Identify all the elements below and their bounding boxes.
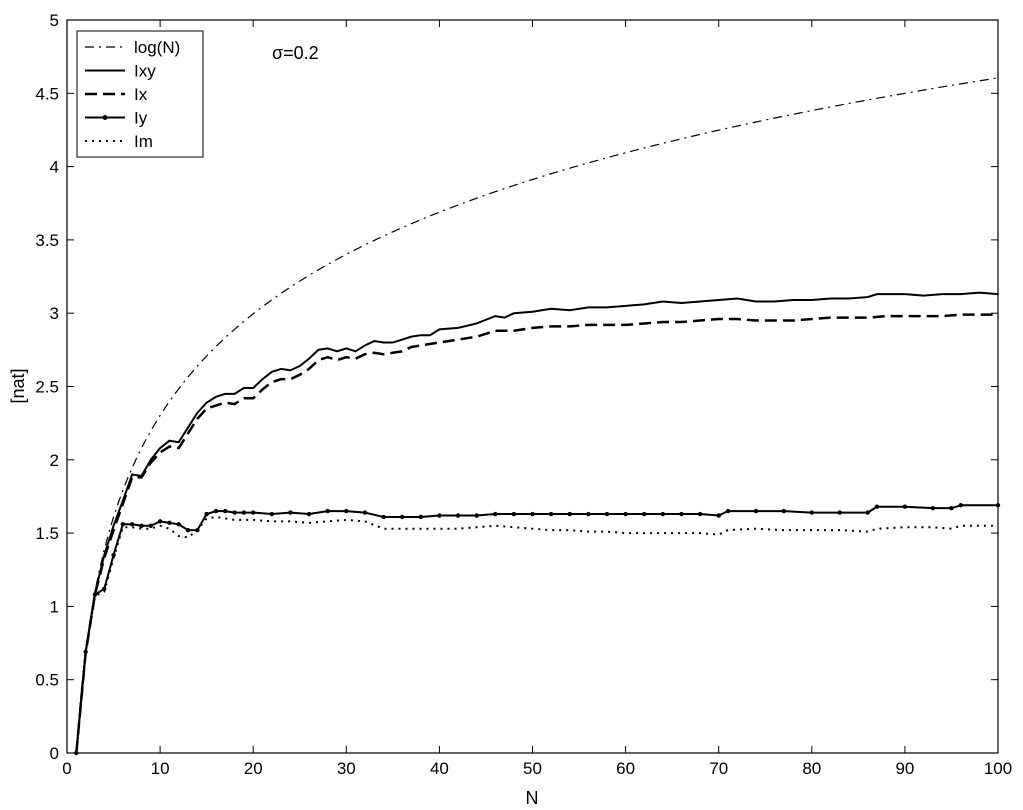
iy-marker [586, 511, 591, 517]
y-tick-label: 2.5 [35, 378, 59, 397]
iy-marker [111, 552, 116, 558]
series-line-ixy [75, 291, 999, 754]
iy-marker [837, 510, 842, 515]
x-tick-label: 60 [616, 759, 635, 778]
iy-marker [204, 511, 209, 517]
axis-tick-labels: 0 10 20 30 40 50 60 70 80 90 100 0 0.5 1 1.5 2 2.5 3 3.5 4 4… [35, 11, 1012, 778]
iy-marker [232, 510, 237, 515]
legend-label: Ix [134, 85, 148, 104]
iy-marker [83, 649, 88, 655]
y-tick-label: 4 [50, 158, 59, 177]
iy-marker [474, 513, 479, 518]
iy-marker [185, 527, 191, 533]
legend-items: log(N) Ixy Ix Iy Im [85, 38, 180, 151]
iy-marker [660, 511, 666, 517]
iy-marker [269, 511, 275, 517]
x-tick-label: 100 [984, 759, 1012, 778]
x-tick-label: 40 [430, 759, 449, 778]
x-tick-label: 50 [523, 759, 542, 778]
iy-marker [399, 514, 405, 520]
series-line-ix [75, 313, 998, 754]
iy-marker [251, 510, 256, 515]
iy-marker [213, 508, 219, 514]
legend-box [76, 30, 204, 158]
iy-marker [567, 511, 572, 517]
iy-marker [139, 523, 144, 528]
x-tick-label: 90 [895, 759, 914, 778]
iy-marker [548, 511, 554, 517]
x-tick-label: 0 [62, 759, 71, 778]
iy-marker [120, 522, 126, 527]
iy-marker [902, 504, 908, 509]
sigma-annotation: σ=0.2 [272, 43, 319, 63]
y-tick-label: 5 [50, 11, 59, 30]
iy-marker [604, 511, 610, 517]
legend-label: Iy [134, 109, 148, 128]
iy-marker [493, 511, 498, 517]
series-layer [74, 77, 1001, 756]
x-tick-label: 70 [709, 759, 728, 778]
iy-marker [930, 505, 936, 511]
x-axis-label: N [526, 788, 539, 808]
plot-frame [66, 19, 999, 754]
iy-marker [306, 511, 312, 517]
iy-marker [697, 511, 703, 517]
iy-marker [753, 508, 759, 514]
iy-marker [530, 511, 535, 517]
iy-marker [241, 510, 247, 515]
iy-marker [455, 513, 461, 518]
legend-label: Ixy [134, 62, 156, 81]
iy-marker [288, 510, 293, 515]
iy-marker [92, 592, 98, 597]
y-tick-label: 0 [50, 744, 59, 763]
iy-marker [437, 513, 442, 518]
series-line-im [75, 515, 998, 754]
series-line-log-n- [75, 77, 999, 754]
iy-marker [623, 511, 628, 517]
iy-marker [949, 505, 954, 511]
x-tick-label: 80 [802, 759, 821, 778]
iy-marker [874, 504, 880, 509]
iy-marker [809, 510, 814, 515]
iy-marker [725, 508, 731, 514]
x-tick-label: 30 [337, 759, 356, 778]
y-tick-label: 3 [50, 304, 59, 323]
iy-marker [176, 522, 181, 527]
iy-marker [167, 520, 172, 526]
iy-marker [679, 511, 684, 517]
iy-marker [148, 523, 153, 528]
iy-marker [129, 522, 135, 527]
iy-marker [157, 519, 163, 524]
iy-marker [865, 510, 870, 515]
y-tick-label: 3.5 [35, 231, 59, 250]
legend-label: log(N) [134, 38, 180, 57]
iy-marker [362, 510, 368, 515]
iy-marker [381, 514, 386, 520]
y-axis-label: [nat] [8, 368, 28, 403]
x-tick-label: 20 [244, 759, 263, 778]
iy-marker [511, 511, 517, 517]
iy-marker [418, 514, 423, 520]
iy-marker [223, 508, 228, 514]
y-tick-label: 1 [50, 597, 59, 616]
iy-marker [102, 586, 107, 592]
iy-marker [642, 511, 647, 517]
x-tick-label: 10 [151, 759, 170, 778]
iy-marker [716, 513, 721, 518]
legend: log(N) Ixy Ix Iy Im [76, 30, 204, 158]
y-tick-label: 4.5 [35, 84, 59, 103]
iy-marker [781, 508, 787, 514]
legend-marker [102, 115, 108, 120]
iy-marker [958, 503, 963, 508]
y-tick-label: 0.5 [35, 671, 59, 690]
y-tick-label: 1.5 [35, 524, 59, 543]
legend-label: Im [134, 132, 153, 151]
y-tick-label: 2 [50, 451, 59, 470]
iy-marker [325, 508, 330, 514]
iy-marker [344, 508, 349, 514]
